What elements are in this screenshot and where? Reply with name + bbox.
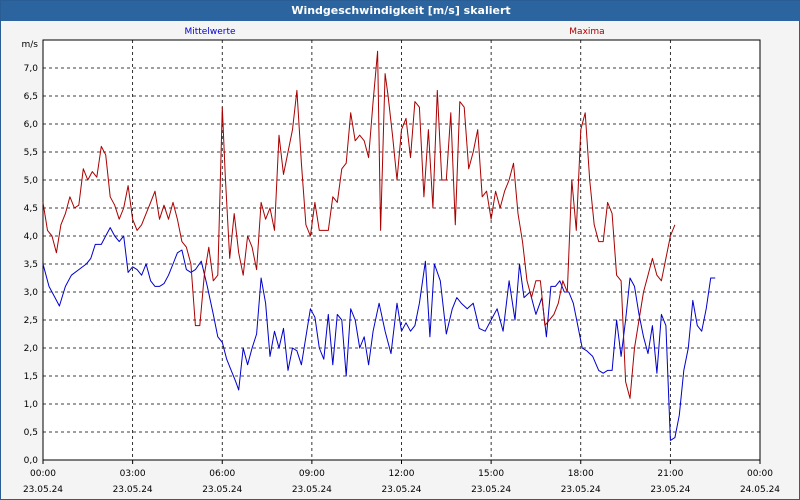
x-tick-time: 12:00 [389, 469, 415, 479]
x-tick-date: 23.05.24 [471, 485, 511, 495]
x-tick-date: 23.05.24 [202, 485, 242, 495]
x-tick-time: 00:00 [30, 469, 56, 479]
y-tick-label: 0,5 [24, 428, 38, 438]
y-tick-label: 6,0 [24, 120, 39, 130]
y-tick-label: 5,5 [24, 148, 38, 158]
y-tick-label: 0,0 [24, 456, 39, 466]
y-tick-label: 2,0 [24, 344, 39, 354]
x-tick-time: 21:00 [657, 469, 683, 479]
y-tick-label: 1,5 [24, 372, 38, 382]
x-tick-date: 23.05.24 [650, 485, 690, 495]
series-line-mittelwerte [42, 227, 716, 441]
y-tick-label: 2,5 [24, 316, 38, 326]
y-tick-label: 6,5 [24, 92, 38, 102]
x-tick-date: 23.05.24 [561, 485, 601, 495]
x-tick-date: 23.05.24 [113, 485, 153, 495]
y-tick-label: 4,5 [24, 204, 38, 214]
x-tick-time: 06:00 [209, 469, 235, 479]
x-tick-time: 09:00 [299, 469, 325, 479]
x-tick-time: 03:00 [120, 469, 146, 479]
x-tick-date: 23.05.24 [292, 485, 332, 495]
chart-title: Windgeschwindigkeit [m/s] skaliert [1, 1, 800, 21]
x-tick-date: 24.05.24 [740, 485, 780, 495]
series-line-maxima [42, 50, 676, 399]
legend-maxima: Maxima [569, 27, 604, 37]
x-tick-date: 23.05.24 [23, 485, 63, 495]
legend-mittelwerte: Mittelwerte [184, 27, 235, 37]
y-tick-label: 5,0 [24, 176, 39, 186]
y-tick-label: 3,5 [24, 260, 38, 270]
x-tick-time: 18:00 [568, 469, 594, 479]
y-tick-label: 1,0 [24, 400, 39, 410]
x-tick-date: 23.05.24 [381, 485, 421, 495]
y-axis-label: m/s [22, 40, 39, 50]
y-tick-label: 7,0 [24, 64, 39, 74]
x-tick-time: 15:00 [478, 469, 504, 479]
y-tick-label: 4,0 [24, 232, 39, 242]
x-tick-time: 00:00 [747, 469, 773, 479]
y-tick-label: 3,0 [24, 288, 39, 298]
